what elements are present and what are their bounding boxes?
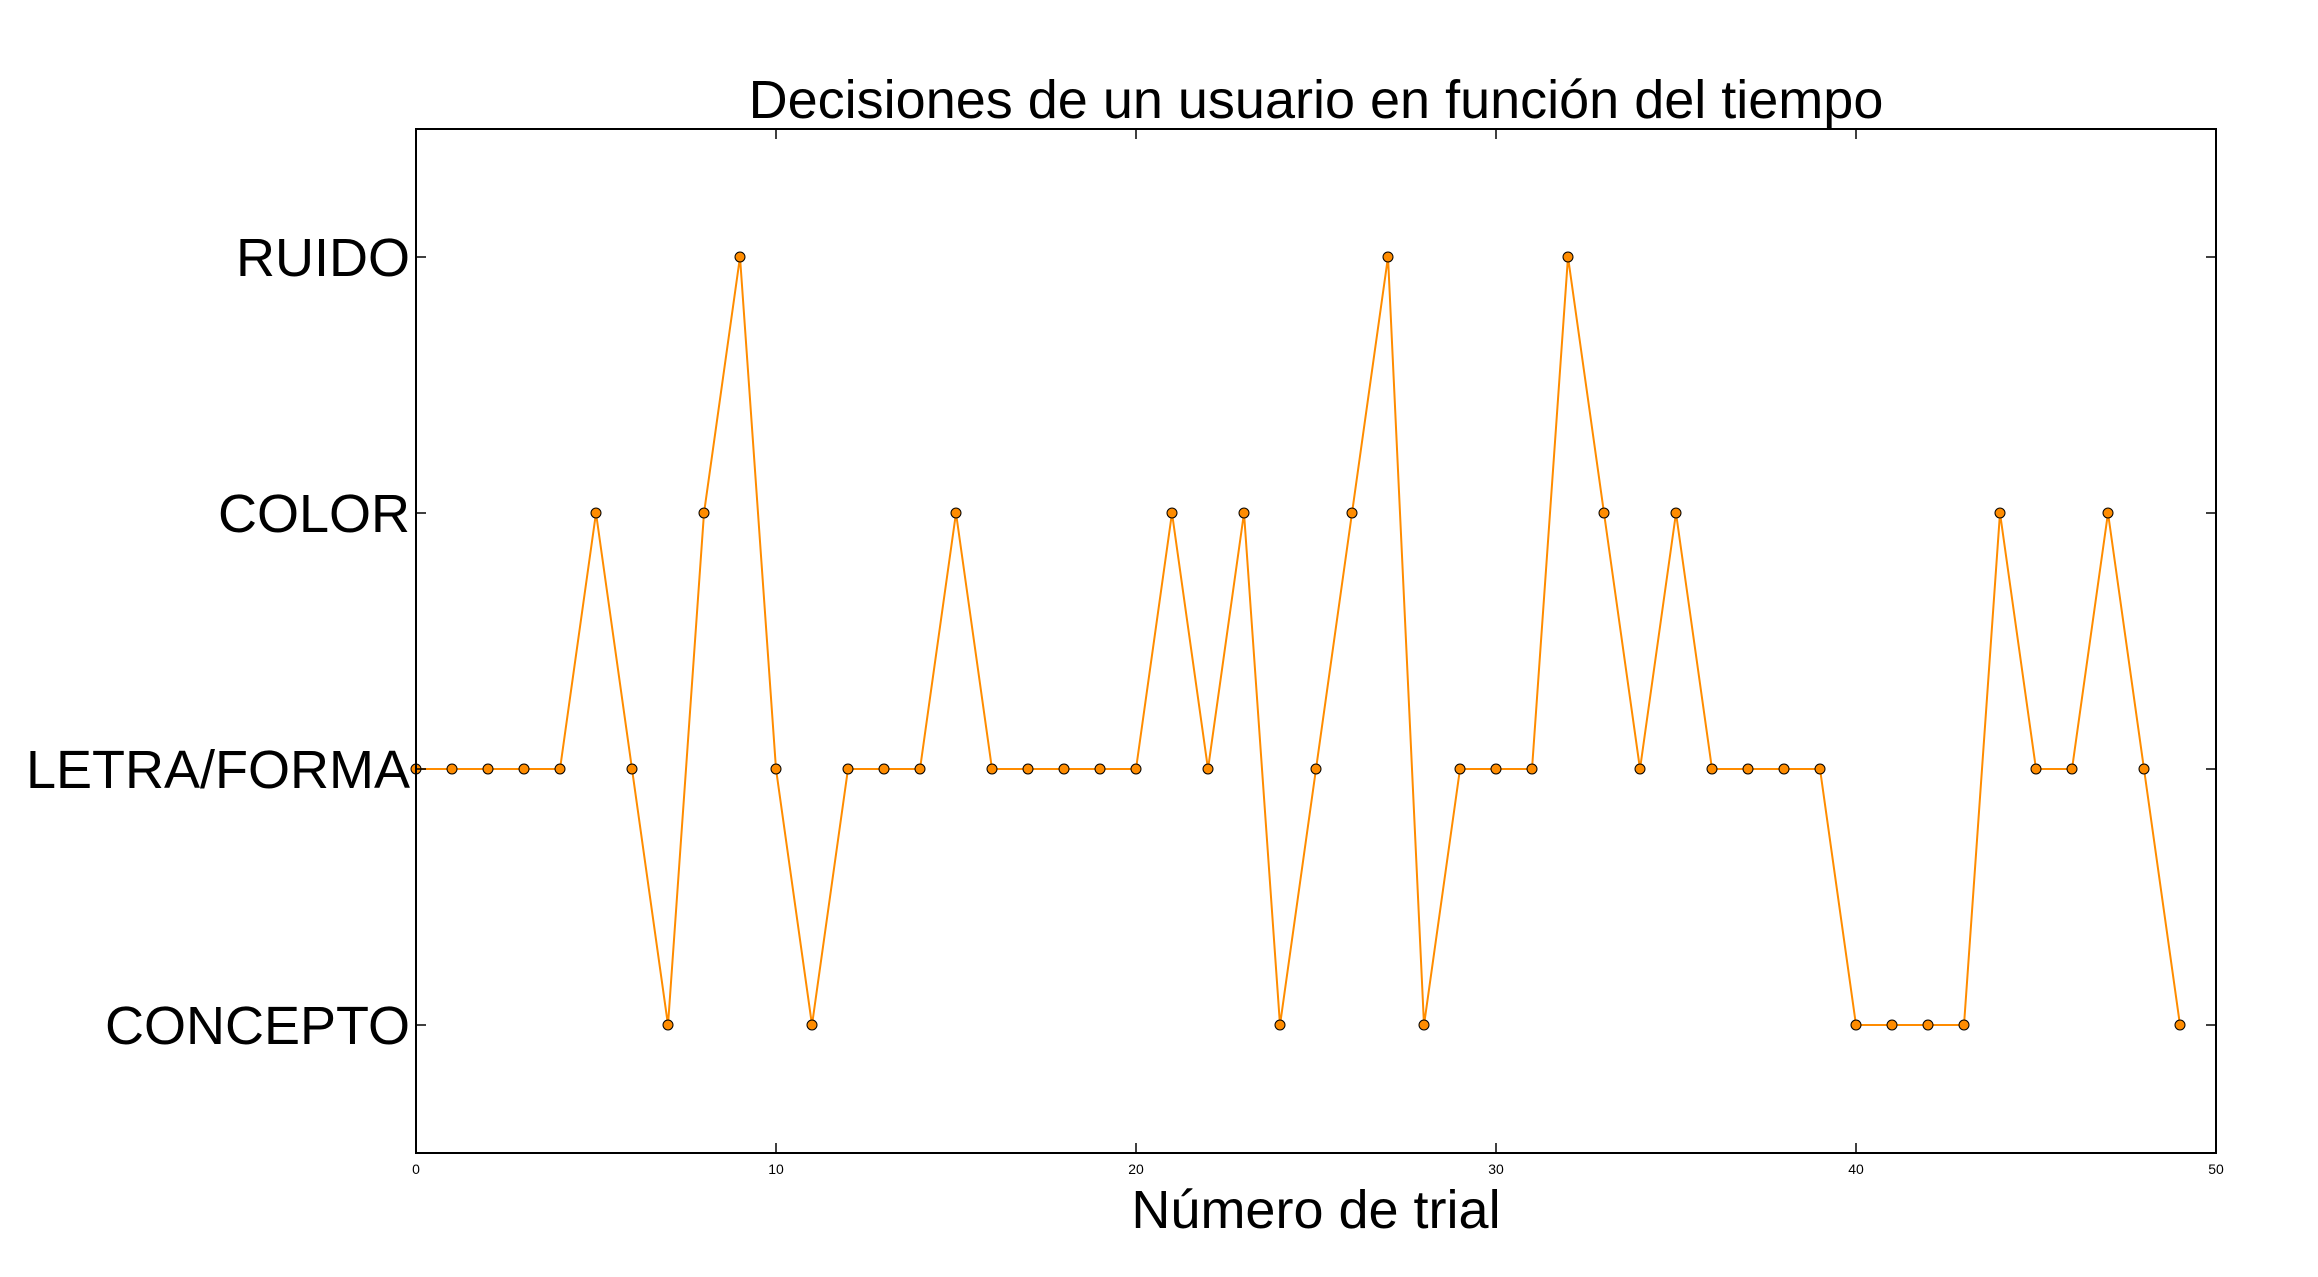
data-point <box>1742 763 1754 775</box>
data-point <box>1886 1019 1898 1031</box>
data-point <box>1130 763 1142 775</box>
y-tick-label: RUIDO <box>236 228 410 288</box>
chart-title: Decisiones de un usuario en función del … <box>749 70 1884 130</box>
data-point <box>482 763 494 775</box>
x-tick-label: 40 <box>1848 1161 1864 1177</box>
data-point <box>590 507 602 519</box>
data-point <box>1166 507 1178 519</box>
data-point <box>1778 763 1790 775</box>
y-tick-label: LETRA/FORMA <box>26 740 410 800</box>
data-point <box>698 507 710 519</box>
data-point <box>1994 507 2006 519</box>
data-point <box>1238 507 1250 519</box>
data-point <box>2174 1019 2186 1031</box>
data-point <box>1022 763 1034 775</box>
data-point <box>1310 763 1322 775</box>
data-point <box>662 1019 674 1031</box>
x-tick-label: 50 <box>2208 1161 2224 1177</box>
x-axis-label: Número de trial <box>1131 1180 1500 1240</box>
y-tick-label: CONCEPTO <box>105 996 410 1056</box>
data-point <box>878 763 890 775</box>
data-point <box>1274 1019 1286 1031</box>
data-point <box>1346 507 1358 519</box>
data-point <box>1850 1019 1862 1031</box>
data-point <box>806 1019 818 1031</box>
data-point <box>1058 763 1070 775</box>
data-point <box>1094 763 1106 775</box>
data-point <box>1454 763 1466 775</box>
data-point <box>1814 763 1826 775</box>
x-tick-label: 10 <box>768 1161 784 1177</box>
data-point <box>446 763 458 775</box>
data-point <box>1202 763 1214 775</box>
data-point <box>626 763 638 775</box>
x-tick-label: 30 <box>1488 1161 1504 1177</box>
x-tick-label: 0 <box>412 1161 420 1177</box>
data-point <box>1382 251 1394 263</box>
data-point <box>1706 763 1718 775</box>
data-point <box>1922 1019 1934 1031</box>
data-point <box>1634 763 1646 775</box>
plot-frame <box>415 128 2217 1154</box>
data-point <box>1418 1019 1430 1031</box>
data-point <box>1490 763 1502 775</box>
axis-ticks: CONCEPTO LETRA/FORMA COLOR RUIDO 0 10 20 30 40 50 <box>26 129 2224 1177</box>
data-point <box>770 763 782 775</box>
data-point <box>1598 507 1610 519</box>
data-point <box>1526 763 1538 775</box>
data-point <box>2138 763 2150 775</box>
plot-area <box>410 251 2186 1031</box>
data-point <box>2066 763 2078 775</box>
data-point <box>986 763 998 775</box>
data-point <box>842 763 854 775</box>
data-point <box>2030 763 2042 775</box>
data-point <box>1670 507 1682 519</box>
data-point <box>734 251 746 263</box>
data-point <box>1562 251 1574 263</box>
data-point <box>518 763 530 775</box>
data-point <box>2102 507 2114 519</box>
data-point <box>914 763 926 775</box>
y-tick-label: COLOR <box>218 484 410 544</box>
data-point <box>554 763 566 775</box>
data-point <box>1958 1019 1970 1031</box>
x-tick-label: 20 <box>1128 1161 1144 1177</box>
data-point <box>950 507 962 519</box>
series-line <box>416 256 2181 1026</box>
